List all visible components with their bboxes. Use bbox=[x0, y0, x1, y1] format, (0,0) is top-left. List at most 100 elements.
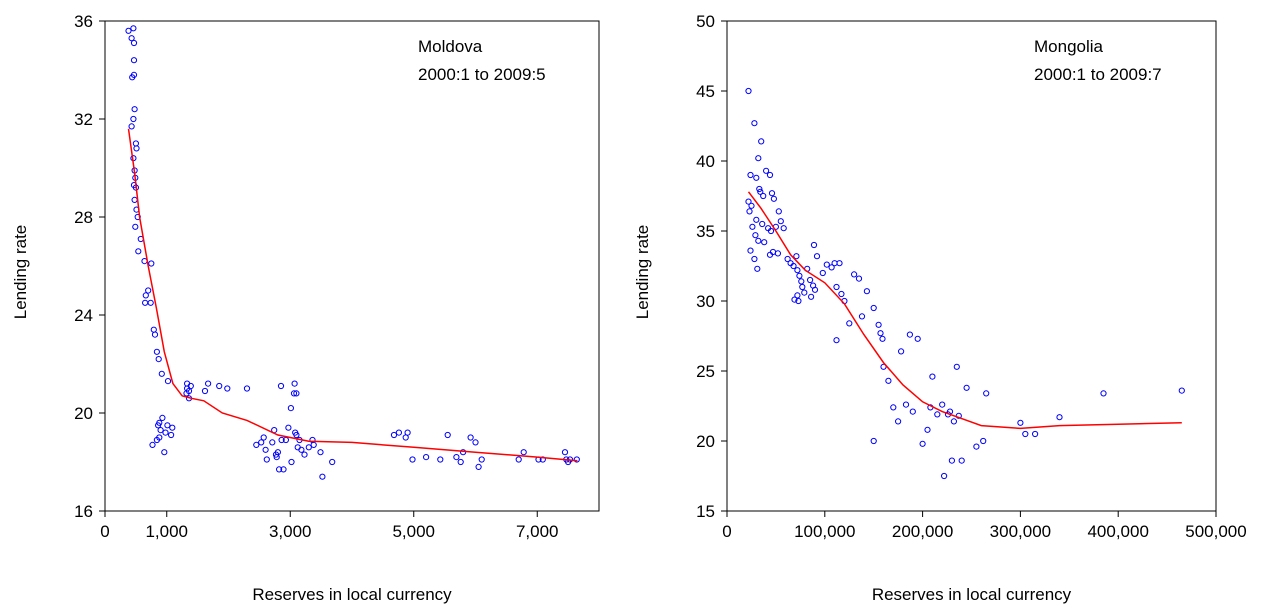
scatter-point bbox=[444, 431, 451, 439]
scatter-point bbox=[205, 380, 212, 387]
scatter-point bbox=[150, 326, 157, 333]
scatter-point bbox=[317, 449, 324, 456]
scatter-point bbox=[775, 208, 782, 215]
scatter-point bbox=[148, 260, 155, 267]
scatter-point bbox=[751, 255, 758, 263]
scatter-point bbox=[280, 466, 287, 473]
scatter-point bbox=[153, 436, 160, 444]
x-tick-label: 0 bbox=[100, 522, 109, 541]
scatter-point bbox=[128, 35, 135, 42]
scatter-point bbox=[939, 401, 946, 408]
scatter-point bbox=[329, 458, 336, 466]
scatter-point bbox=[159, 414, 166, 421]
scatter-point bbox=[811, 286, 819, 293]
scatter-point bbox=[958, 457, 965, 464]
scatter-point bbox=[128, 123, 135, 130]
scatter-point bbox=[833, 337, 840, 344]
scatter-point bbox=[561, 449, 569, 456]
y-tick-label: 25 bbox=[696, 362, 715, 381]
scatter-point bbox=[795, 297, 802, 305]
scatter-point bbox=[130, 115, 137, 123]
scatter-point bbox=[260, 434, 267, 441]
scatter-point bbox=[390, 431, 398, 439]
scatter-point bbox=[767, 227, 775, 235]
scatter-point bbox=[132, 140, 139, 147]
scatter-point bbox=[288, 458, 295, 466]
scatter-point bbox=[149, 441, 156, 448]
scatter-point bbox=[423, 454, 430, 461]
plot-frame bbox=[726, 20, 1217, 512]
scatter-point bbox=[953, 363, 960, 370]
scatter-point bbox=[755, 155, 762, 162]
x-axis-title: Reserves in local currency bbox=[872, 585, 1072, 604]
scatter-point bbox=[395, 429, 402, 436]
scatter-point bbox=[520, 449, 527, 456]
scatter-point bbox=[863, 288, 871, 295]
scatter-point bbox=[858, 313, 866, 320]
scatter-point bbox=[934, 411, 941, 418]
scatter-point bbox=[145, 287, 152, 294]
fitted-curve bbox=[747, 191, 1182, 430]
scatter-point bbox=[752, 232, 759, 239]
scatter-point bbox=[902, 401, 910, 408]
x-tick-label: 200,000 bbox=[892, 522, 953, 541]
y-axis-title: Lending rate bbox=[633, 225, 652, 320]
x-tick-label: 300,000 bbox=[990, 522, 1051, 541]
scatter-point bbox=[157, 427, 164, 434]
y-tick-label: 36 bbox=[74, 12, 93, 31]
chart-annotation: 2000:1 to 2009:5 bbox=[418, 65, 546, 84]
scatter-point bbox=[798, 278, 805, 285]
x-tick-label: 3,000 bbox=[269, 522, 312, 541]
scatter-point bbox=[125, 27, 132, 34]
scatter-point bbox=[291, 380, 298, 387]
scatter-point bbox=[801, 289, 808, 296]
x-tick-label: 100,000 bbox=[794, 522, 855, 541]
x-axis-title: Reserves in local currency bbox=[252, 585, 452, 604]
scatter-point bbox=[846, 320, 853, 327]
scatter-point bbox=[756, 185, 763, 193]
scatter-point bbox=[777, 218, 784, 225]
scatter-point bbox=[828, 264, 835, 271]
scatter-point bbox=[253, 441, 260, 448]
scatter-point bbox=[287, 405, 294, 412]
scatter-point bbox=[153, 348, 160, 355]
scatter-point bbox=[262, 446, 269, 453]
scatter-point bbox=[755, 237, 762, 244]
scatter-point bbox=[467, 434, 474, 441]
scatter-point bbox=[810, 241, 818, 249]
scatter-point bbox=[914, 335, 921, 342]
scatter-point bbox=[754, 265, 761, 272]
scatter-point bbox=[294, 444, 301, 451]
scatter-point bbox=[746, 208, 753, 215]
scatter-point bbox=[794, 292, 801, 299]
scatter-point bbox=[319, 473, 326, 480]
chart-annotation: Moldova bbox=[418, 37, 483, 56]
scatter-point bbox=[201, 387, 209, 395]
y-tick-label: 20 bbox=[74, 404, 93, 423]
scatter-point bbox=[1032, 430, 1039, 438]
scatter-point bbox=[1017, 419, 1024, 426]
scatter-point bbox=[460, 449, 467, 456]
scatter-point bbox=[879, 335, 886, 342]
scatter-point bbox=[243, 385, 251, 392]
scatter-point bbox=[768, 190, 776, 197]
scatter-point bbox=[142, 292, 149, 299]
x-tick-label: 5,000 bbox=[392, 522, 435, 541]
scatter-point bbox=[305, 444, 312, 451]
scatter-point bbox=[791, 296, 798, 303]
scatter-point bbox=[836, 260, 843, 267]
scatter-point bbox=[813, 253, 821, 260]
scatter-point bbox=[130, 57, 138, 64]
y-tick-label: 45 bbox=[696, 82, 715, 101]
scatter-point bbox=[749, 223, 756, 230]
scatter-point bbox=[745, 198, 752, 205]
scatter-point bbox=[164, 422, 171, 429]
panel-1: 16 20 24 28 32 36 0 1,000 3,000 5,000 7,000 Reserve… bbox=[11, 12, 600, 604]
scatter-point bbox=[753, 174, 760, 181]
scatter-point bbox=[151, 331, 159, 338]
scatter-point bbox=[472, 439, 479, 446]
panel-2: 15 20 25 30 35 40 45 50 0 100,000 200,000 300,000 40… bbox=[633, 12, 1247, 604]
scatter-point bbox=[130, 25, 137, 32]
scatter-point bbox=[169, 424, 176, 431]
scatter-point bbox=[133, 145, 140, 152]
